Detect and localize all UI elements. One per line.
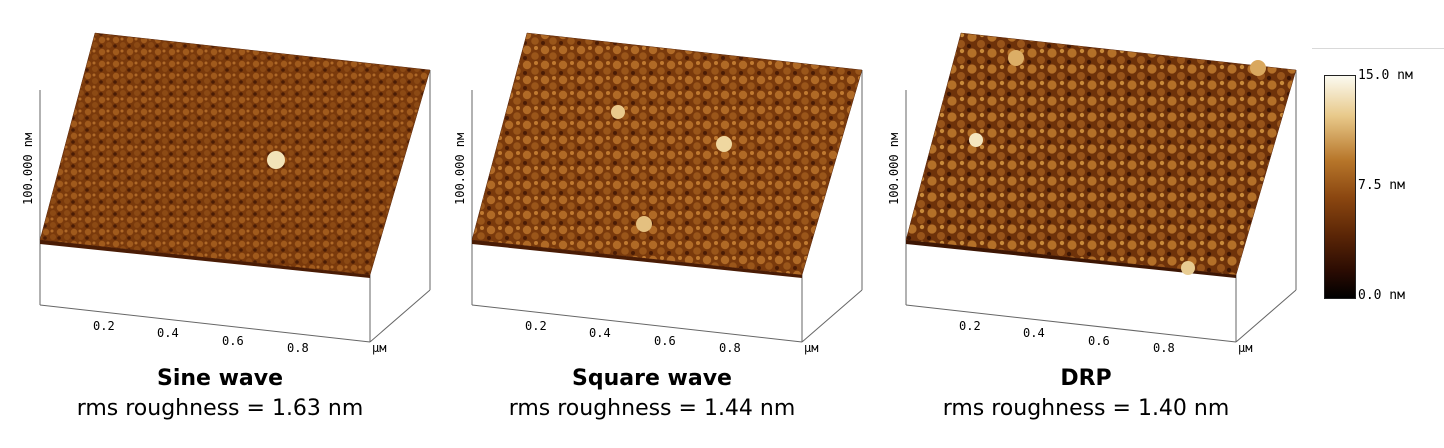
scale-min-label: 0.0 nм — [1358, 288, 1405, 303]
scale-mid-label: 7.5 nм — [1358, 178, 1405, 193]
afm-surface-plot: 0.2 0.4 0.6 0.8 μм 100.000 nм — [21, 32, 431, 355]
rms-roughness-text: rms roughness = 1.44 nm — [508, 396, 796, 421]
z-axis-label: 100.000 nм — [887, 133, 901, 205]
x-unit-label: μм — [1238, 341, 1252, 355]
surface-top — [471, 32, 863, 276]
surface-front-edge — [906, 240, 1236, 278]
panel-title: Sine wave — [156, 366, 284, 391]
height-color-scale: 15.0 nм 7.5 nм 0.0 nм — [1312, 48, 1444, 308]
x-tick-label: 0.2 — [525, 319, 547, 333]
plot-axes — [39, 70, 431, 343]
x-unit-label: μм — [372, 341, 386, 355]
afm-panel-square: 0.2 0.4 0.6 0.8 μм 100.000 nм — [432, 0, 872, 370]
x-unit-label: μм — [804, 341, 818, 355]
surface-top — [39, 32, 431, 276]
surface-peak — [267, 151, 285, 169]
caption-sine: Sine wave rms roughness = 1.63 nm — [0, 364, 440, 424]
surface-top — [905, 32, 1297, 276]
x-tick-label: 0.8 — [719, 341, 741, 355]
z-axis-label: 100.000 nм — [21, 133, 35, 205]
surface-front-edge — [472, 240, 802, 278]
afm-panel-sine: 0.2 0.4 0.6 0.8 μм 100.000 nм — [0, 0, 440, 370]
surface-peak — [1250, 60, 1266, 76]
surface-peak — [1008, 50, 1024, 66]
panel-title: Square wave — [572, 366, 732, 391]
caption-square: Square wave rms roughness = 1.44 nm — [432, 364, 872, 424]
afm-panel-drp: 0.2 0.4 0.6 0.8 μм 100.000 nм — [866, 0, 1306, 370]
x-tick-label: 0.2 — [93, 319, 115, 333]
rms-roughness-text: rms roughness = 1.40 nm — [942, 396, 1230, 421]
x-tick-label: 0.4 — [157, 326, 179, 340]
z-axis-label: 100.000 nм — [453, 133, 467, 205]
divider — [1312, 48, 1444, 49]
surface-peak — [611, 105, 625, 119]
plot-axes — [471, 70, 863, 343]
color-gradient-bar — [1324, 75, 1356, 299]
x-tick-label: 0.8 — [1153, 341, 1175, 355]
x-tick-label: 0.4 — [1023, 326, 1045, 340]
x-tick-label: 0.6 — [222, 334, 244, 348]
x-tick-label: 0.2 — [959, 319, 981, 333]
surface-peak — [636, 216, 652, 232]
surface-peak — [969, 133, 983, 147]
caption-drp: DRP rms roughness = 1.40 nm — [866, 364, 1306, 424]
x-tick-label: 0.6 — [1088, 334, 1110, 348]
plot-axes — [905, 70, 1297, 343]
surface-front-edge — [40, 240, 370, 278]
panel-title: DRP — [1060, 366, 1112, 391]
surface-peak — [716, 136, 732, 152]
x-tick-label: 0.4 — [589, 326, 611, 340]
x-tick-label: 0.6 — [654, 334, 676, 348]
scale-max-label: 15.0 nм — [1358, 68, 1413, 83]
afm-surface-plot: 0.2 0.4 0.6 0.8 μм 100.000 nм — [453, 32, 863, 355]
afm-surface-plot: 0.2 0.4 0.6 0.8 μм 100.000 nм — [887, 32, 1297, 355]
surface-peak — [1181, 261, 1195, 275]
rms-roughness-text: rms roughness = 1.63 nm — [76, 396, 364, 421]
x-tick-label: 0.8 — [287, 341, 309, 355]
